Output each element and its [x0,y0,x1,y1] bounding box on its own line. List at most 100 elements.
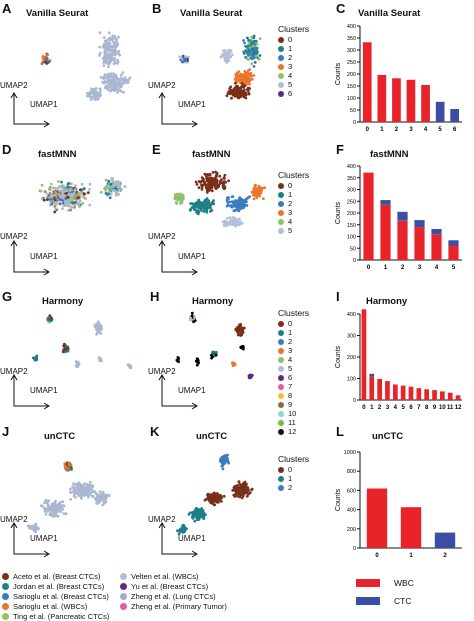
umap-point [101,503,105,507]
umap-point [178,55,182,59]
bar-ctc [450,109,459,122]
x-tick-label: 6 [453,127,457,133]
umap-point [72,494,76,498]
umap-point [74,364,78,368]
y-tick-label: 400 [347,24,356,30]
umap-point [116,62,119,65]
umap-point [114,88,117,92]
umap-point [110,38,114,41]
cluster-label: 12 [288,427,297,436]
umap-point [245,491,249,495]
umap-point [199,180,203,184]
umap-point [197,186,201,189]
cluster-label: 4 [288,355,293,364]
cluster-label: 9 [288,400,293,409]
umap-point [246,52,250,56]
umap-point [208,173,212,177]
umap-point [226,92,230,95]
x-tick-label: 12 [455,405,462,411]
umap-point [250,373,254,377]
cluster-legend-title: Clusters [278,454,310,464]
umap-point [227,179,230,183]
umap-point [61,207,64,210]
umap-point [212,494,216,498]
cluster-legend-item: 6 [278,89,309,98]
bar-ctc [397,211,408,221]
umap-point [247,38,251,42]
umap-point [250,41,254,44]
umap-point [87,485,90,488]
bar-wbc [377,378,382,400]
umap-point [60,180,63,184]
dataset-legend-item: Zheng et al. (Primary Tumor) [120,602,227,611]
umap-point [66,467,69,470]
umap-point [209,206,212,210]
umap-point [76,364,80,367]
y-axis-label: Counts [335,488,342,511]
legend-dot [2,603,9,610]
umap-point [218,174,222,178]
umap-point [119,73,123,77]
umap-point [117,188,121,192]
umap-point [55,197,58,200]
cluster-label: 0 [288,181,293,190]
bar-ctc [431,229,442,235]
bar-ctc [434,532,456,548]
dataset-legend-label: Yu et al. (Breast CTCs) [131,582,209,591]
umap-point [197,210,201,214]
y-tick-label: 0 [353,398,356,404]
umap-point [249,51,253,55]
umap-point [108,45,112,49]
bar-wbc [392,78,401,122]
umap-point [91,490,95,494]
umap-point [244,489,247,493]
x-tick-label: 6 [409,405,413,411]
x-tick-label: 8 [425,405,429,411]
umap-point [235,484,239,488]
umap-point [212,503,216,507]
umap-point [75,192,79,196]
umap-point [83,482,86,486]
umap-point [199,208,203,212]
umap-point [34,358,37,362]
umap-point [61,192,64,195]
umap-point [128,76,132,80]
umap-point [188,208,192,212]
cluster-dot [278,410,284,417]
umap-point [252,197,256,201]
umap-point [98,87,102,91]
umap-point [104,49,108,53]
cluster-dot [278,72,284,79]
umap-point [246,487,249,490]
umap-point [104,498,107,502]
umap-point [215,179,219,182]
cluster-legend-item: 6 [278,373,309,382]
panel-title-l: unCTC [372,431,404,442]
umap-point [245,197,248,201]
cluster-label: 3 [288,346,293,355]
umap-point [50,202,53,206]
umap1-label-k: UMAP1 [178,534,206,543]
umap-point [205,203,209,206]
umap-point [247,92,251,96]
umap-point [66,196,70,199]
umap-point [245,482,248,486]
umap-point [204,186,208,190]
umap-point [115,82,119,86]
umap-point [230,221,234,225]
umap-point [191,205,195,209]
cluster-legend-k: Clusters 0 1 2 [278,454,309,492]
umap-point [63,194,66,197]
umap-point [114,73,118,77]
cluster-dot [278,383,284,390]
umap-point [247,49,250,53]
umap-point [58,505,62,508]
umap-point [221,461,225,464]
dataset-legend-label: Zheng et al. (Primary Tumor) [131,602,227,611]
umap-point [243,203,247,207]
panel-letter-j: J [2,424,10,439]
umap-point [259,191,263,195]
umap-point [214,175,218,179]
x-tick-label: 5 [402,405,406,411]
umap-point [107,79,111,83]
